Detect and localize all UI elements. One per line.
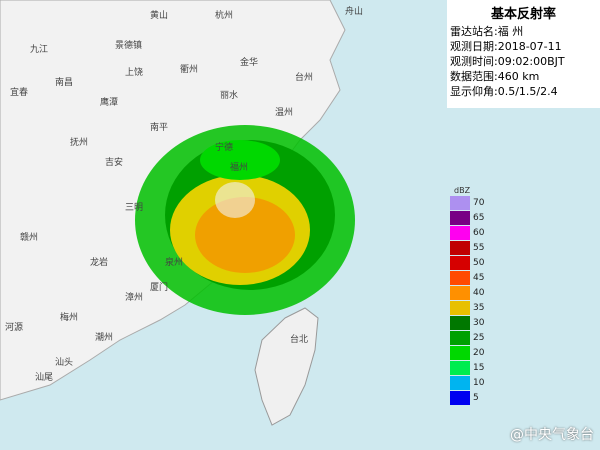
city-label: 河源 — [5, 321, 23, 333]
city-label: 宜春 — [10, 86, 28, 98]
legend-value: 15 — [473, 362, 485, 373]
legend-row: 35 — [450, 300, 490, 315]
legend-row: 55 — [450, 240, 490, 255]
legend-swatch — [450, 195, 470, 210]
legend-swatch — [450, 210, 470, 225]
info-panel: 基本反射率 雷达站名:福 州观测日期:2018-07-11 观测时间:09:02:0… — [447, 0, 600, 108]
city-label: 福州 — [230, 161, 248, 173]
info-value: 460 km — [497, 70, 540, 83]
legend-row: 15 — [450, 360, 490, 375]
city-label: 景德镇 — [115, 39, 142, 51]
legend: dBZ 70 65 60 55 50 45 40 35 30 25 20 15 10 5 — [450, 186, 490, 405]
city-label: 漳州 — [125, 291, 143, 303]
city-label: 泉州 — [165, 256, 183, 268]
legend-swatch — [450, 240, 470, 255]
info-row: 数据范围:460 km — [447, 69, 600, 84]
watermark: @中央气象台 — [510, 427, 594, 443]
info-row: 雷达站名:福 州 — [447, 24, 600, 39]
legend-swatch — [450, 390, 470, 405]
city-label: 温州 — [275, 107, 293, 118]
legend-value: 70 — [473, 197, 485, 208]
legend-value: 30 — [473, 317, 485, 328]
legend-value: 10 — [473, 377, 485, 388]
city-label: 龙岩 — [90, 256, 108, 268]
legend-value: 5 — [473, 392, 479, 403]
echo — [135, 125, 355, 315]
info-value: 09:02:00BJT — [497, 55, 565, 68]
city-label: 汕头 — [55, 357, 73, 368]
legend-swatch — [450, 285, 470, 300]
info-value: 2018-07-11 — [497, 40, 562, 53]
info-label: 数据范围: — [450, 70, 498, 83]
legend-row: 65 — [450, 210, 490, 225]
info-value: 0.5/1.5/2.4 — [497, 85, 558, 98]
legend-value: 65 — [473, 212, 485, 223]
city-label: 舟山 — [345, 5, 363, 17]
legend-value: 55 — [473, 242, 485, 253]
legend-row: 70 — [450, 195, 490, 210]
city-label: 梅州 — [60, 311, 78, 323]
legend-swatch — [450, 225, 470, 240]
legend-value: 60 — [473, 227, 485, 238]
legend-swatch — [450, 375, 470, 390]
city-label: 宁德 — [215, 141, 233, 153]
info-row: 观测时间:09:02:00BJT — [447, 54, 600, 69]
legend-value: 25 — [473, 332, 485, 343]
legend-value: 35 — [473, 302, 485, 313]
city-label: 台北 — [290, 333, 308, 345]
legend-row: 50 — [450, 255, 490, 270]
legend-row: 25 — [450, 330, 490, 345]
city-label: 丽水 — [220, 89, 238, 101]
city-label: 黄山 — [150, 9, 168, 21]
city-label: 吉安 — [105, 156, 123, 168]
legend-swatch — [450, 255, 470, 270]
city-label: 上饶 — [125, 66, 143, 78]
city-label: 三明 — [125, 202, 143, 213]
legend-row: 30 — [450, 315, 490, 330]
city-label: 台州 — [295, 71, 313, 83]
legend-swatch — [450, 345, 470, 360]
legend-unit: dBZ — [454, 186, 471, 195]
legend-row: 40 — [450, 285, 490, 300]
city-label: 厦门 — [150, 281, 168, 293]
city-label: 衢州 — [180, 63, 198, 75]
legend-value: 40 — [473, 287, 485, 298]
city-label: 九江 — [30, 44, 48, 55]
info-label: 观测时间: — [450, 55, 498, 68]
city-label: 鹰潭 — [100, 96, 118, 108]
city-label: 汕尾 — [35, 372, 53, 383]
legend-swatch — [450, 300, 470, 315]
legend-swatch — [450, 270, 470, 285]
info-label: 雷达站名: — [450, 25, 498, 38]
taiwan — [254, 307, 319, 426]
legend-value: 45 — [473, 272, 485, 283]
legend-row: 60 — [450, 225, 490, 240]
city-label: 潮州 — [95, 331, 113, 343]
panel-title: 基本反射率 — [490, 7, 556, 22]
legend-row: 5 — [450, 390, 490, 405]
legend-row: 45 — [450, 270, 490, 285]
city-label: 杭州 — [215, 9, 233, 21]
city-label: 南昌 — [55, 76, 73, 88]
legend-swatch — [450, 315, 470, 330]
legend-row: 10 — [450, 375, 490, 390]
legend-row: 20 — [450, 345, 490, 360]
info-row: 显示仰角:0.5/1.5/2.4 — [447, 84, 600, 99]
info-value: 福 州 — [497, 25, 524, 38]
info-label: 显示仰角: — [450, 85, 498, 98]
legend-value: 20 — [473, 347, 485, 358]
info-label: 观测日期: — [450, 40, 498, 53]
city-label: 抚州 — [70, 136, 88, 148]
legend-swatch — [450, 360, 470, 375]
city-label: 南平 — [150, 121, 168, 133]
city-label: 赣州 — [20, 231, 38, 243]
legend-swatch — [450, 330, 470, 345]
city-label: 金华 — [240, 56, 258, 68]
info-row: 观测日期:2018-07-11 — [447, 39, 600, 54]
legend-value: 50 — [473, 257, 485, 268]
